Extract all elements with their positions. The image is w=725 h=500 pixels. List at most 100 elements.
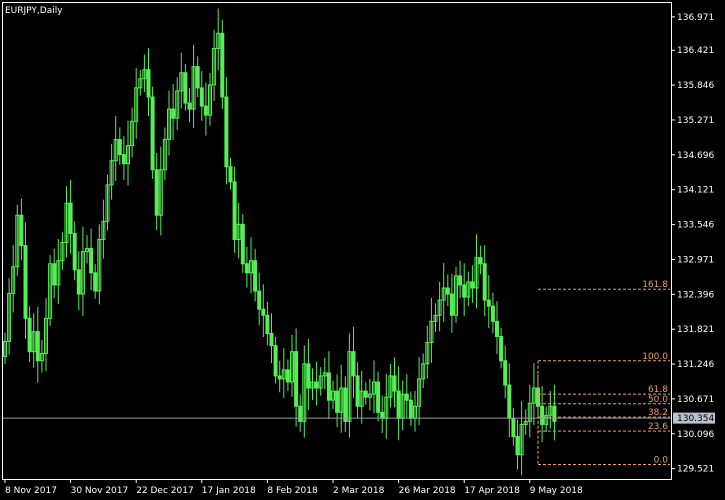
candle-body bbox=[495, 320, 499, 338]
chart-title: EURJPY,Daily bbox=[5, 6, 63, 16]
candle-body bbox=[380, 411, 385, 419]
candle-body bbox=[519, 423, 524, 456]
candle bbox=[208, 72, 212, 126]
candle-body bbox=[240, 223, 245, 265]
candle-body bbox=[31, 331, 36, 353]
candle-body bbox=[281, 369, 286, 380]
candle bbox=[462, 263, 467, 317]
candle bbox=[191, 45, 196, 129]
candle-body bbox=[117, 138, 122, 156]
candle-body bbox=[64, 202, 69, 244]
candle bbox=[179, 52, 184, 109]
candle bbox=[244, 246, 249, 288]
candle-body bbox=[101, 220, 106, 240]
candle-body bbox=[7, 292, 12, 342]
candle-body bbox=[171, 108, 176, 119]
candle-body bbox=[146, 69, 151, 98]
candle-body bbox=[326, 372, 331, 401]
candle-body bbox=[265, 314, 270, 334]
candle-body bbox=[232, 181, 237, 240]
candle-body bbox=[523, 420, 528, 425]
fibonacci-retracement[interactable]: 161.8 100.0 61.850.0 38.2 23.6 0.0 bbox=[537, 280, 670, 465]
candle-body bbox=[191, 66, 196, 110]
candle-body bbox=[478, 257, 483, 265]
candle-body bbox=[15, 214, 20, 268]
candle bbox=[97, 224, 102, 305]
candle bbox=[544, 406, 549, 433]
candle-body bbox=[511, 417, 516, 438]
candle-body bbox=[212, 47, 217, 86]
candle-body bbox=[449, 293, 454, 316]
candle bbox=[367, 378, 372, 411]
x-tick-label: 8 Feb 2018 bbox=[267, 486, 318, 496]
candle bbox=[89, 228, 94, 291]
candle-body bbox=[445, 287, 450, 295]
candle-body bbox=[249, 260, 253, 274]
candle-body bbox=[433, 314, 438, 322]
candle-body bbox=[19, 214, 24, 247]
candle bbox=[540, 386, 545, 442]
fib-level-label: 100.0 bbox=[642, 352, 668, 362]
candle bbox=[347, 333, 352, 438]
candle bbox=[302, 345, 307, 438]
candle-body bbox=[298, 405, 303, 422]
candle-body bbox=[121, 154, 126, 165]
candle-body bbox=[134, 87, 139, 122]
y-tick-label: 134.121 bbox=[677, 186, 714, 196]
x-tick-label: 17 Apr 2018 bbox=[464, 486, 520, 496]
candle bbox=[187, 87, 192, 123]
candle bbox=[171, 84, 176, 140]
candle-body bbox=[425, 342, 430, 365]
candle bbox=[195, 56, 200, 97]
candle-body bbox=[93, 272, 98, 292]
candle bbox=[44, 298, 48, 372]
candle bbox=[232, 166, 237, 253]
candle bbox=[39, 339, 44, 373]
candle bbox=[285, 359, 290, 392]
candle bbox=[326, 351, 331, 420]
candle-body bbox=[507, 384, 512, 419]
candle bbox=[203, 82, 208, 136]
candle-body bbox=[203, 105, 208, 116]
candle bbox=[515, 419, 520, 470]
candle bbox=[269, 313, 274, 364]
candle-body bbox=[183, 72, 188, 104]
candle bbox=[437, 281, 442, 332]
candle bbox=[167, 90, 171, 156]
candle bbox=[261, 284, 266, 338]
candle-body bbox=[261, 308, 266, 316]
candle-body bbox=[392, 375, 397, 392]
candle bbox=[146, 48, 151, 116]
x-tick-label: 30 Nov 2017 bbox=[71, 486, 129, 496]
x-tick-label: 8 Nov 2017 bbox=[5, 486, 57, 496]
x-tick-label: 26 Mar 2018 bbox=[399, 486, 456, 496]
candle bbox=[35, 306, 40, 383]
candle-body bbox=[105, 184, 110, 222]
candle-body bbox=[527, 402, 532, 422]
candle-body bbox=[490, 305, 495, 322]
candle bbox=[425, 325, 430, 379]
candle bbox=[290, 334, 294, 397]
candle bbox=[458, 260, 463, 299]
candle-body bbox=[285, 369, 290, 383]
candle bbox=[490, 292, 495, 334]
candle bbox=[113, 116, 118, 182]
candle bbox=[220, 19, 225, 109]
price-axis: 136.971 136.421 135.846 135.271 134.696 134.1… bbox=[671, 13, 714, 475]
candle bbox=[454, 267, 458, 323]
candle bbox=[68, 179, 73, 254]
candle-body bbox=[23, 245, 28, 319]
candle-body bbox=[11, 266, 16, 294]
time-axis: 8 Nov 2017 30 Nov 2017 22 Dec 2017 17 Jan 2… bbox=[4, 479, 583, 496]
candle bbox=[60, 232, 65, 270]
y-tick-label: 129.521 bbox=[677, 465, 714, 475]
candle-body bbox=[318, 375, 323, 389]
candle bbox=[277, 360, 282, 393]
candle bbox=[527, 384, 532, 438]
candle-body bbox=[244, 263, 249, 274]
candle bbox=[154, 152, 159, 230]
candle bbox=[294, 328, 299, 427]
candle-body bbox=[503, 360, 508, 386]
